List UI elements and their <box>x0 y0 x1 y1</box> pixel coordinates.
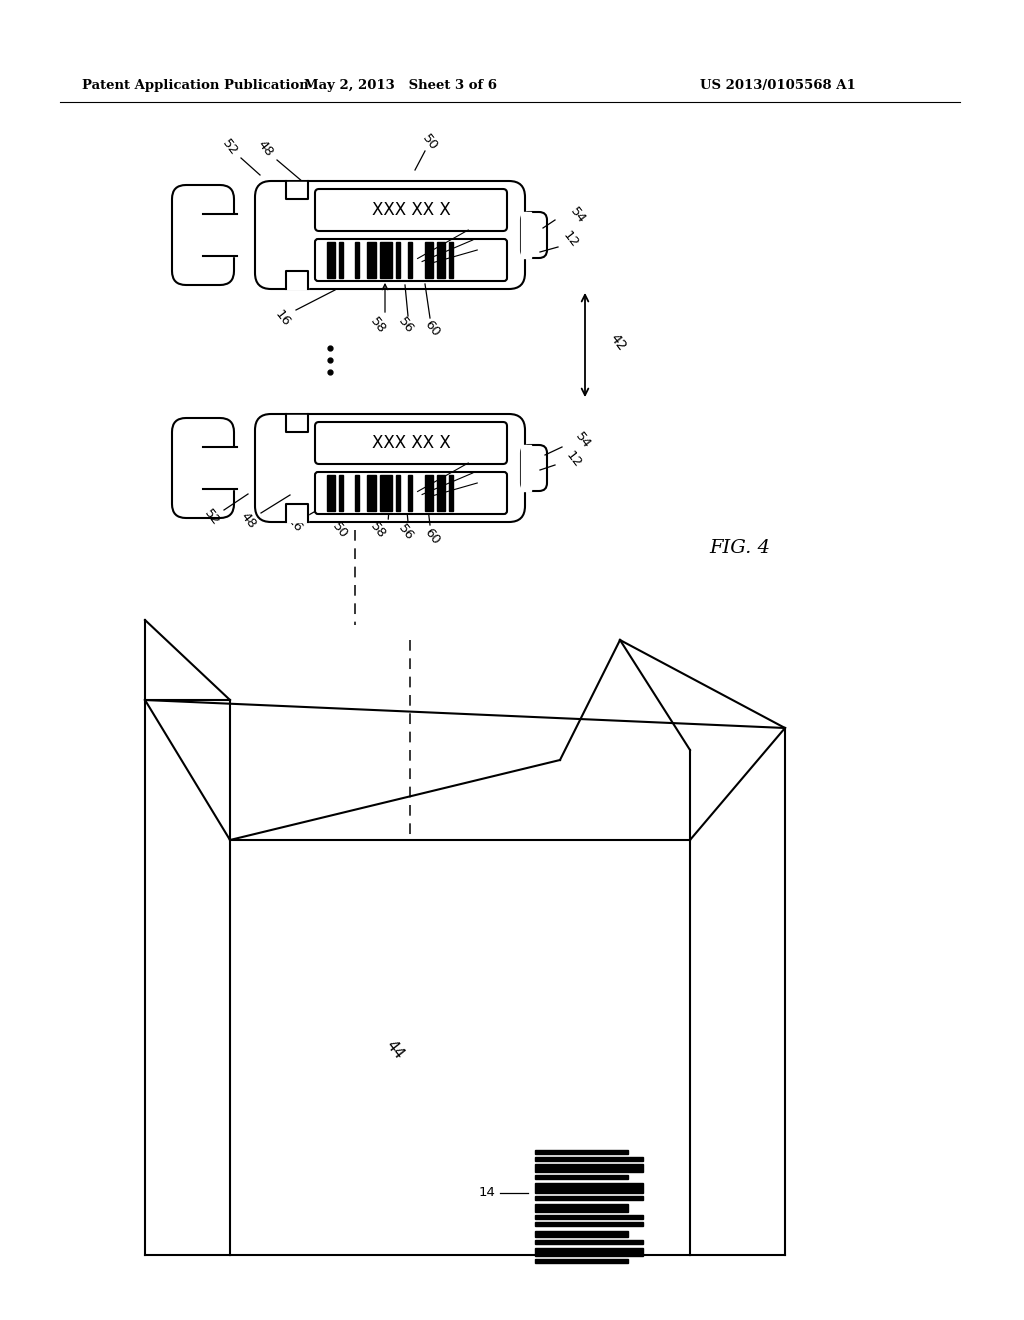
Polygon shape <box>396 242 400 279</box>
Polygon shape <box>535 1232 628 1237</box>
Polygon shape <box>450 242 454 279</box>
Polygon shape <box>521 213 531 257</box>
Text: US 2013/0105568 A1: US 2013/0105568 A1 <box>700 78 856 91</box>
Polygon shape <box>535 1259 628 1263</box>
Text: Patent Application Publication: Patent Application Publication <box>82 78 309 91</box>
Polygon shape <box>535 1150 628 1154</box>
Polygon shape <box>535 1239 643 1243</box>
Polygon shape <box>368 242 376 279</box>
Polygon shape <box>535 1158 643 1162</box>
Text: 56: 56 <box>395 314 417 335</box>
FancyBboxPatch shape <box>172 418 234 517</box>
Text: 60: 60 <box>422 525 442 546</box>
Text: 50: 50 <box>420 132 440 153</box>
Text: May 2, 2013   Sheet 3 of 6: May 2, 2013 Sheet 3 of 6 <box>303 78 497 91</box>
Polygon shape <box>535 1222 643 1226</box>
Polygon shape <box>339 242 343 279</box>
Text: 58: 58 <box>368 519 388 541</box>
Text: FIG. 4: FIG. 4 <box>710 539 770 557</box>
FancyBboxPatch shape <box>315 189 507 231</box>
Polygon shape <box>521 445 531 491</box>
FancyBboxPatch shape <box>255 181 525 289</box>
Polygon shape <box>380 475 392 511</box>
Polygon shape <box>535 1204 628 1212</box>
Text: 54: 54 <box>568 205 589 226</box>
Text: 14: 14 <box>478 1187 495 1200</box>
Text: 50: 50 <box>330 519 350 541</box>
Text: 16: 16 <box>272 308 293 329</box>
Text: 12: 12 <box>563 449 584 471</box>
Text: 56: 56 <box>395 521 417 543</box>
Polygon shape <box>203 447 241 488</box>
Text: 60: 60 <box>422 317 442 339</box>
Polygon shape <box>535 1247 643 1257</box>
FancyBboxPatch shape <box>521 213 547 257</box>
Polygon shape <box>535 1164 643 1172</box>
Polygon shape <box>409 475 413 511</box>
Text: 48: 48 <box>238 510 258 531</box>
Text: 16: 16 <box>285 513 305 535</box>
FancyBboxPatch shape <box>315 473 507 513</box>
Polygon shape <box>535 1196 643 1200</box>
Polygon shape <box>535 1214 643 1218</box>
Text: 42: 42 <box>607 331 629 354</box>
Polygon shape <box>396 475 400 511</box>
Polygon shape <box>286 414 308 432</box>
Text: 52: 52 <box>219 137 241 158</box>
Polygon shape <box>286 181 308 199</box>
Polygon shape <box>425 242 433 279</box>
Polygon shape <box>368 475 376 511</box>
Polygon shape <box>437 475 445 511</box>
Text: XXX XX X: XXX XX X <box>372 201 451 219</box>
Polygon shape <box>355 475 359 511</box>
FancyBboxPatch shape <box>172 185 234 285</box>
Text: 48: 48 <box>255 137 275 158</box>
Polygon shape <box>425 475 433 511</box>
Polygon shape <box>409 242 413 279</box>
Text: 12: 12 <box>560 230 581 251</box>
Text: 58: 58 <box>368 314 388 335</box>
Polygon shape <box>203 214 241 256</box>
FancyBboxPatch shape <box>315 239 507 281</box>
Text: 52: 52 <box>202 507 222 529</box>
Polygon shape <box>380 242 392 279</box>
Text: XXX XX X: XXX XX X <box>372 434 451 451</box>
Text: 44: 44 <box>383 1038 407 1063</box>
Polygon shape <box>327 242 335 279</box>
Polygon shape <box>327 475 335 511</box>
Polygon shape <box>355 242 359 279</box>
FancyBboxPatch shape <box>255 414 525 521</box>
Polygon shape <box>286 271 308 289</box>
Polygon shape <box>535 1175 628 1179</box>
Polygon shape <box>286 504 308 521</box>
Polygon shape <box>339 475 343 511</box>
Polygon shape <box>450 475 454 511</box>
Polygon shape <box>535 1183 643 1193</box>
FancyBboxPatch shape <box>521 445 547 491</box>
Text: 54: 54 <box>573 429 594 450</box>
FancyBboxPatch shape <box>315 422 507 465</box>
Polygon shape <box>437 242 445 279</box>
